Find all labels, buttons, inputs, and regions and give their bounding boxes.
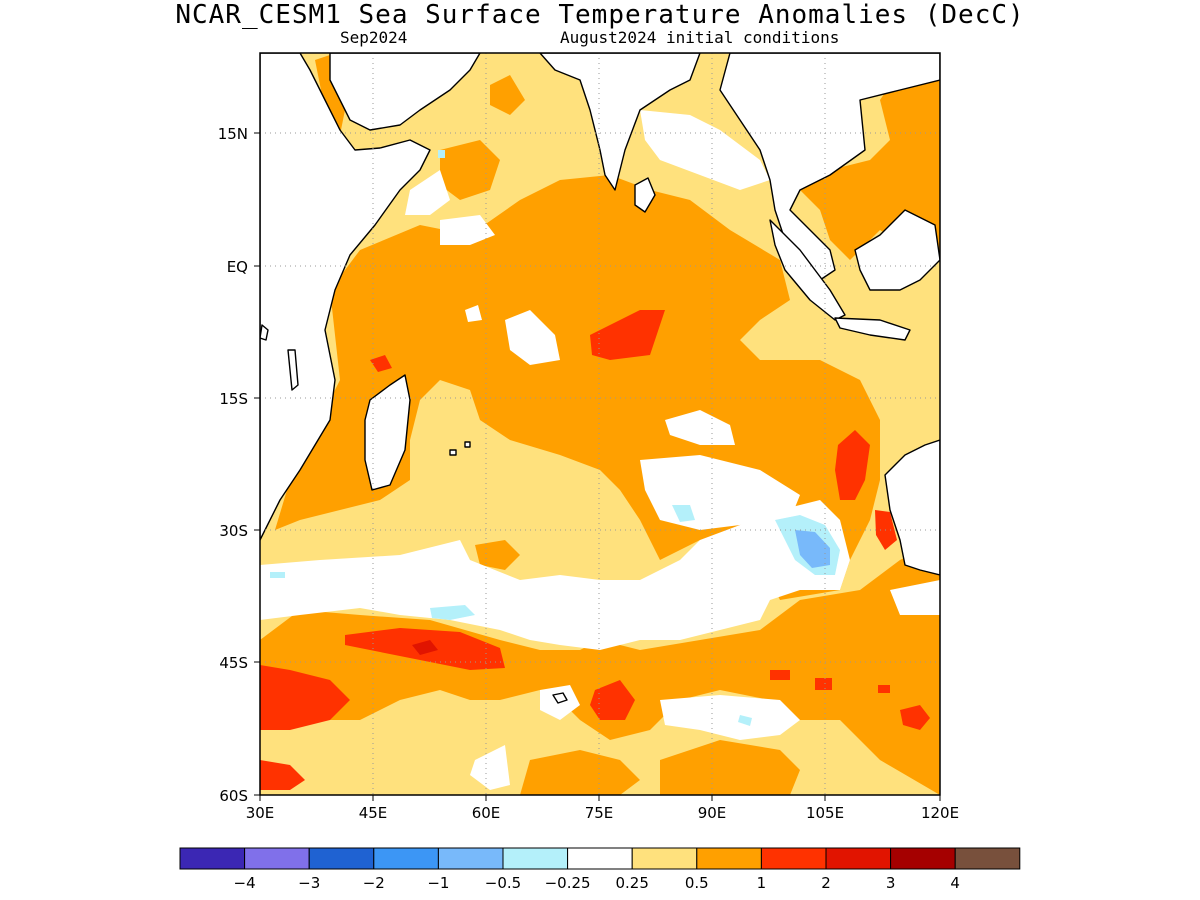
y-tick-label: EQ xyxy=(227,258,248,276)
chart-title: NCAR_CESM1 Sea Surface Temperature Anoma… xyxy=(175,0,1025,30)
color-bar-swatch xyxy=(179,847,246,870)
land-masses xyxy=(260,53,940,704)
color-bar-swatch xyxy=(502,847,569,870)
color-bar-swatch xyxy=(696,847,762,870)
color-bar-label: 0.5 xyxy=(685,874,709,892)
borneo-land xyxy=(854,209,940,291)
color-bar-swatch xyxy=(244,847,310,870)
anomaly-field xyxy=(260,53,940,795)
y-axis-labels: 15N EQ 15S 30S 45S 60S xyxy=(218,125,248,805)
southeast-asia-land xyxy=(719,53,940,281)
x-tick-label: 120E xyxy=(921,804,959,822)
kerguelen-land xyxy=(552,692,568,704)
color-bar-swatch xyxy=(437,847,504,870)
anomaly-neg-0.5-1 xyxy=(795,530,830,568)
color-bar-label: 0.25 xyxy=(615,874,648,892)
initial-conditions: August2024 initial conditions xyxy=(560,28,840,47)
color-bar-label: 2 xyxy=(821,874,831,892)
lake-land xyxy=(287,349,299,391)
y-tick-label: 45S xyxy=(219,654,248,672)
color-bar-label: −4 xyxy=(234,874,256,892)
color-bar-label: 4 xyxy=(950,874,960,892)
y-tick-label: 60S xyxy=(219,787,248,805)
color-bar-swatch xyxy=(631,847,698,870)
x-tick-label: 105E xyxy=(806,804,844,822)
mauritius-land xyxy=(449,449,457,456)
india-land xyxy=(539,53,701,191)
color-bar-label: −3 xyxy=(298,874,320,892)
axis-ticks xyxy=(254,132,941,801)
color-bar-swatch xyxy=(890,847,956,870)
color-bar: −4 −3 −2 −1 −0.5 −0.25 0.25 0.5 1 2 3 4 xyxy=(179,847,1021,892)
color-bar-swatch xyxy=(760,847,827,870)
y-tick-label: 15N xyxy=(218,125,248,143)
color-bar-label: −0.25 xyxy=(545,874,591,892)
anomaly-2-3 xyxy=(412,640,438,655)
forecast-month: Sep2024 xyxy=(340,28,408,47)
color-bar-swatch xyxy=(567,847,633,870)
color-bar-swatch xyxy=(825,847,892,870)
map-frame xyxy=(259,52,941,796)
x-tick-label: 30E xyxy=(246,804,275,822)
color-bar-label: −2 xyxy=(363,874,385,892)
x-tick-label: 90E xyxy=(698,804,727,822)
color-bar-swatch xyxy=(308,847,375,870)
madagascar-land xyxy=(364,374,411,491)
color-bar-swatch xyxy=(373,847,439,870)
africa-land xyxy=(260,53,431,541)
australia-land xyxy=(884,439,940,576)
y-tick-label: 15S xyxy=(219,390,248,408)
color-bar-label: −1 xyxy=(427,874,449,892)
java-land xyxy=(834,317,911,341)
color-bar-label: 3 xyxy=(886,874,896,892)
color-bar-label: 1 xyxy=(757,874,767,892)
color-bar-label: −0.5 xyxy=(485,874,521,892)
sri-lanka-land xyxy=(634,177,656,213)
x-tick-label: 75E xyxy=(585,804,614,822)
arabia-land xyxy=(329,53,481,131)
sumatra-land xyxy=(769,219,846,321)
x-tick-label: 60E xyxy=(472,804,501,822)
x-tick-label: 45E xyxy=(359,804,388,822)
x-axis-labels: 30E 45E 60E 75E 90E 105E 120E xyxy=(246,804,959,822)
y-tick-label: 30S xyxy=(219,522,248,540)
color-bar-swatch xyxy=(954,847,1021,870)
map-grid xyxy=(260,53,940,795)
reunion-land xyxy=(464,441,471,448)
